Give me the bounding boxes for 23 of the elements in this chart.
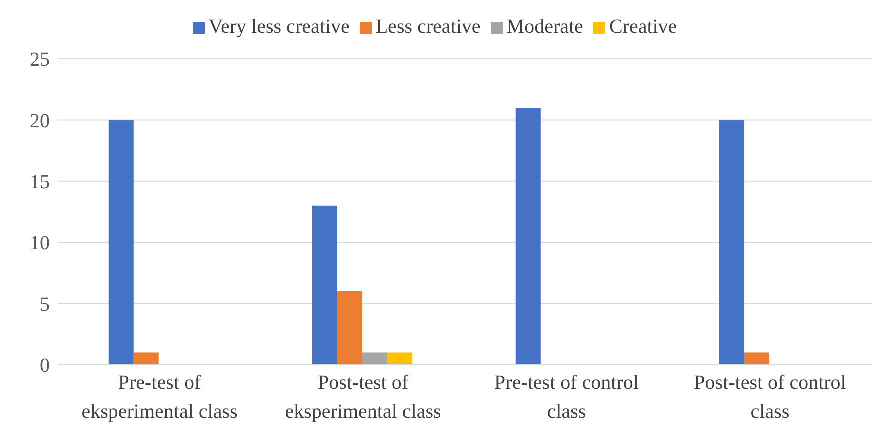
bar <box>744 352 770 365</box>
bar <box>312 206 338 365</box>
x-tick-label: Pre-test of control class <box>494 372 640 423</box>
bar <box>719 120 744 365</box>
bar <box>516 108 541 365</box>
legend-label: Moderate <box>506 16 584 38</box>
bar <box>134 352 159 365</box>
bar <box>108 120 134 365</box>
y-tick-label: 15 <box>30 172 50 194</box>
bar <box>337 292 362 365</box>
y-tick-label: 0 <box>40 355 50 378</box>
x-tick-label: Post-test of eksperimental class <box>285 372 442 423</box>
y-tick-label: 5 <box>40 294 50 316</box>
y-tick-label: 10 <box>30 232 50 255</box>
x-tick-label: Pre-test of eksperimental class <box>82 372 238 423</box>
x-tick-label: Post-test of control class <box>694 372 847 423</box>
legend-label: Less creative <box>376 16 481 38</box>
y-tick-label: 25 <box>30 49 50 72</box>
legend-label: Very less creative <box>208 16 350 38</box>
legend-label: Creative <box>609 16 678 38</box>
y-tick-label: 20 <box>30 110 50 132</box>
bar <box>362 352 388 365</box>
bar <box>387 352 412 365</box>
